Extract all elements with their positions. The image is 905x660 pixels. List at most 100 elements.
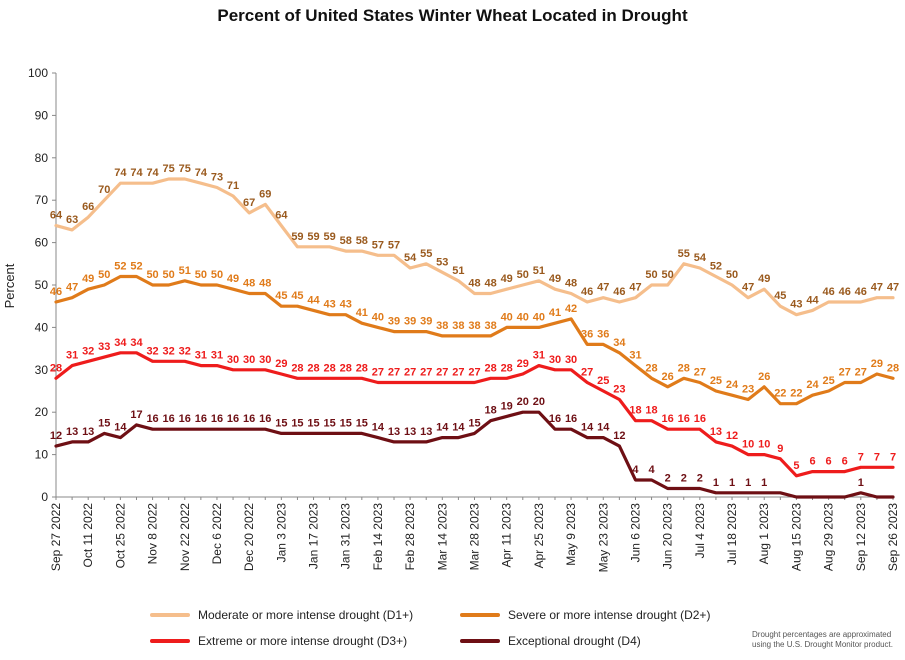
x-tick-label: Oct 25 2022 [113, 503, 127, 569]
y-tick-label: 10 [35, 448, 49, 462]
data-label-s2: 50 [211, 269, 223, 281]
x-tick-label: Jan 17 2023 [307, 503, 321, 569]
data-label-s1: 73 [211, 171, 223, 183]
data-label-s3: 30 [549, 354, 561, 366]
data-label-s2: 42 [565, 303, 577, 315]
data-label-s3: 32 [163, 345, 175, 357]
y-tick-label: 20 [35, 405, 49, 419]
data-label-s2: 25 [822, 375, 834, 387]
x-tick-label: Jul 18 2023 [725, 503, 739, 565]
data-label-s4: 15 [291, 417, 303, 429]
data-label-s3: 27 [404, 367, 416, 379]
data-label-s1: 63 [66, 214, 78, 226]
data-label-s2: 29 [871, 358, 883, 370]
legend-item-d1: Moderate or more intense drought (D1+) [150, 608, 413, 622]
data-label-s2: 48 [259, 277, 271, 289]
y-tick-label: 0 [41, 490, 48, 504]
data-label-s3: 33 [98, 341, 110, 353]
data-label-s3: 28 [484, 362, 496, 374]
data-label-s4: 4 [648, 464, 655, 476]
data-label-s2: 43 [340, 299, 352, 311]
data-label-s4: 15 [468, 417, 480, 429]
data-label-s1: 46 [855, 286, 867, 298]
legend-label-d1: Moderate or more intense drought (D1+) [198, 608, 414, 622]
data-label-s2: 38 [452, 320, 464, 332]
x-tick-label: Apr 11 2023 [500, 503, 514, 568]
x-tick-label: Jan 3 2023 [274, 503, 288, 563]
data-label-s2: 23 [742, 383, 754, 395]
data-label-s1: 59 [307, 231, 319, 243]
data-label-s2: 34 [613, 337, 626, 349]
x-tick-label: Jun 6 2023 [628, 503, 642, 563]
data-label-s2: 47 [66, 282, 78, 294]
x-tick-label: Apr 25 2023 [532, 503, 546, 569]
data-label-s3: 30 [243, 354, 255, 366]
data-label-s4: 16 [227, 413, 239, 425]
data-label-s4: 16 [565, 413, 577, 425]
data-label-s3: 16 [678, 413, 690, 425]
data-label-s2: 49 [82, 273, 94, 285]
data-label-s3: 27 [452, 367, 464, 379]
data-label-s1: 51 [533, 265, 545, 277]
data-label-s3: 28 [356, 362, 368, 374]
data-label-s1: 58 [356, 235, 368, 247]
data-label-s3: 31 [195, 350, 207, 362]
data-label-s1: 57 [388, 239, 400, 251]
data-label-s1: 44 [806, 294, 819, 306]
data-label-s2: 41 [356, 307, 368, 319]
data-label-s2: 52 [114, 261, 126, 273]
data-label-s3: 6 [809, 456, 815, 468]
data-label-s3: 34 [114, 337, 127, 349]
data-label-s3: 6 [842, 456, 848, 468]
legend-item-d3: Extreme or more intense drought (D3+) [150, 634, 407, 648]
x-tick-label: Oct 11 2022 [81, 503, 95, 568]
data-label-s3: 29 [275, 358, 287, 370]
data-label-s4: 14 [452, 422, 465, 434]
data-label-s3: 10 [758, 439, 770, 451]
data-label-s2: 24 [726, 379, 739, 391]
data-label-s1: 50 [726, 269, 738, 281]
data-label-s2: 39 [388, 316, 400, 328]
data-label-s4: 19 [501, 400, 513, 412]
data-label-s2: 49 [227, 273, 239, 285]
data-label-s3: 31 [211, 350, 223, 362]
data-label-s1: 70 [98, 184, 110, 196]
x-tick-label: Dec 6 2022 [210, 503, 224, 565]
x-tick-label: Sep 12 2023 [854, 503, 868, 571]
data-label-s4: 15 [307, 417, 319, 429]
x-tick-label: Aug 29 2023 [822, 503, 836, 571]
data-label-s1: 58 [340, 235, 352, 247]
data-label-s3: 16 [662, 413, 674, 425]
data-label-s3: 7 [874, 451, 880, 463]
data-label-s2: 44 [307, 294, 320, 306]
data-label-s2: 43 [324, 299, 336, 311]
data-label-s3: 28 [50, 362, 62, 374]
data-label-s3: 31 [66, 350, 78, 362]
data-label-s4: 16 [179, 413, 191, 425]
data-label-s1: 49 [549, 273, 561, 285]
data-label-s2: 27 [855, 367, 867, 379]
chart-axes: 0 10 20 30 40 50 60 70 80 90 100 Sep 27 2022 Oct 11 … [28, 66, 900, 572]
data-label-s1: 52 [710, 261, 722, 273]
data-label-s3: 13 [710, 426, 722, 438]
series-line-4 [54, 410, 895, 499]
data-label-s1: 67 [243, 197, 255, 209]
data-label-s3: 27 [420, 367, 432, 379]
data-label-s3: 27 [436, 367, 448, 379]
data-label-s4: 13 [404, 426, 416, 438]
data-label-s1: 51 [452, 265, 464, 277]
data-label-s1: 50 [517, 269, 529, 281]
data-label-s4: 16 [259, 413, 271, 425]
data-label-s3: 23 [613, 383, 625, 395]
data-label-s2: 38 [484, 320, 496, 332]
y-axis-label: Percent [2, 263, 17, 308]
data-label-s1: 75 [163, 163, 175, 175]
data-label-s3: 7 [890, 451, 896, 463]
data-label-s1: 55 [678, 248, 690, 260]
x-tick-label: Sep 26 2023 [886, 503, 900, 571]
data-label-s2: 45 [291, 290, 303, 302]
data-label-s2: 24 [806, 379, 819, 391]
x-tick-label: Feb 14 2023 [371, 503, 385, 571]
